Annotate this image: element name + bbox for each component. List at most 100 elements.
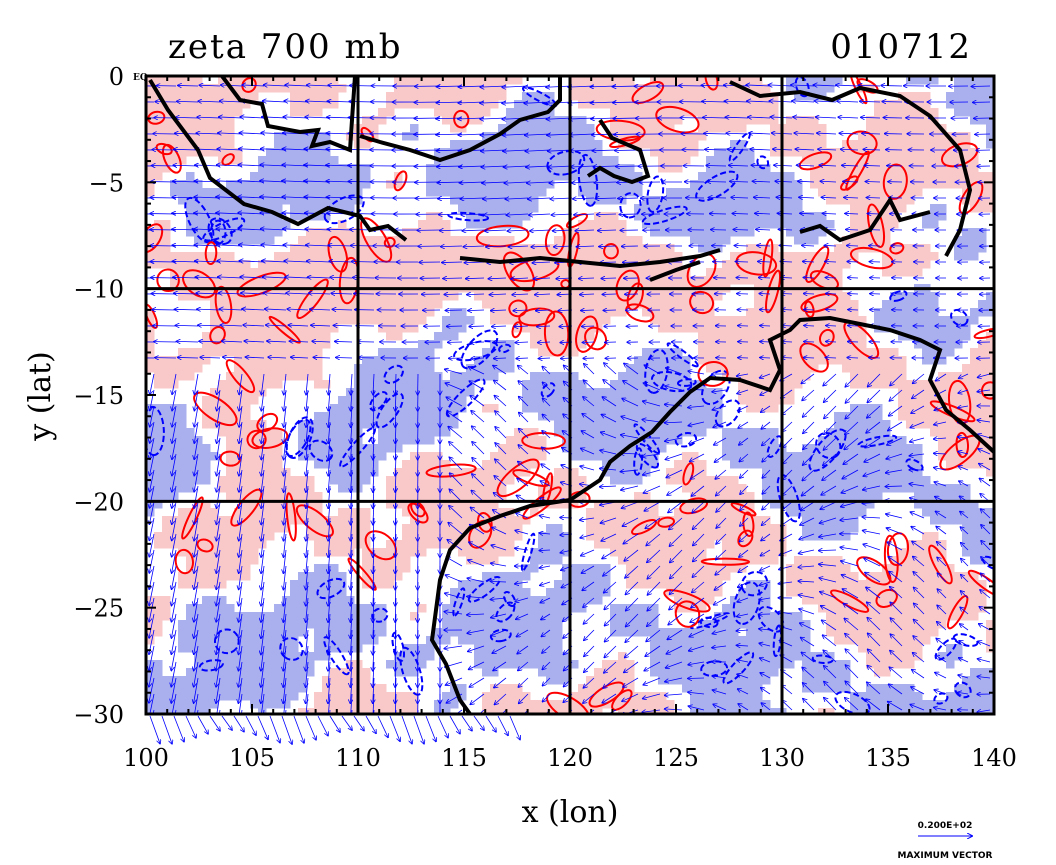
field-cell <box>378 108 387 117</box>
field-cell <box>810 348 819 357</box>
field-cell <box>810 500 819 509</box>
field-cell <box>314 316 323 325</box>
field-cell <box>874 156 883 165</box>
field-cell <box>426 348 435 357</box>
field-cell <box>514 572 523 581</box>
field-cell <box>154 372 163 381</box>
field-cell <box>162 228 171 237</box>
field-cell <box>962 372 971 381</box>
field-cell <box>594 420 603 429</box>
field-cell <box>738 172 747 181</box>
field-cell <box>394 356 403 365</box>
field-cell <box>458 260 467 269</box>
field-cell <box>170 100 179 109</box>
field-cell <box>554 132 563 141</box>
field-cell <box>586 292 595 301</box>
field-cell <box>226 572 235 581</box>
field-cell <box>682 572 691 581</box>
field-cell <box>210 548 219 557</box>
field-cell <box>234 556 243 565</box>
field-cell <box>330 292 339 301</box>
field-cell <box>986 76 994 85</box>
field-cell <box>602 100 611 109</box>
field-cell <box>242 412 251 421</box>
field-cell <box>314 252 323 261</box>
field-cell <box>802 556 811 565</box>
field-cell <box>170 132 179 141</box>
field-cell <box>922 564 931 573</box>
field-cell <box>754 252 763 261</box>
field-cell <box>522 468 531 477</box>
field-cell <box>330 444 339 453</box>
field-cell <box>306 188 315 197</box>
field-cell <box>170 372 179 381</box>
field-cell <box>586 268 595 277</box>
field-cell <box>482 404 491 413</box>
field-cell <box>698 524 707 533</box>
field-cell <box>674 548 683 557</box>
field-cell <box>834 532 843 541</box>
field-cell <box>642 420 651 429</box>
field-cell <box>394 84 403 93</box>
field-cell <box>386 236 395 245</box>
field-cell <box>410 308 419 317</box>
field-cell <box>594 220 603 229</box>
field-cell <box>562 300 571 309</box>
field-cell <box>482 356 491 365</box>
field-cell <box>154 156 163 165</box>
field-cell <box>938 484 947 493</box>
field-cell <box>154 596 163 605</box>
field-cell <box>394 420 403 429</box>
field-cell <box>810 532 819 541</box>
field-cell <box>682 532 691 541</box>
field-cell <box>906 260 915 269</box>
field-cell <box>930 548 939 557</box>
field-cell <box>706 516 715 525</box>
field-cell <box>930 516 939 525</box>
field-cell <box>266 428 275 437</box>
field-cell <box>754 188 763 197</box>
field-cell <box>562 116 571 125</box>
field-cell <box>306 452 315 461</box>
field-cell <box>466 156 475 165</box>
field-cell <box>970 500 979 509</box>
field-cell <box>490 604 499 613</box>
field-cell <box>698 500 707 509</box>
field-cell <box>298 476 307 485</box>
field-cell <box>586 196 595 205</box>
field-cell <box>586 308 595 317</box>
field-cell <box>714 196 723 205</box>
field-cell <box>210 580 219 589</box>
field-cell <box>706 356 715 365</box>
field-cell <box>754 428 763 437</box>
field-cell <box>554 172 563 181</box>
field-cell <box>498 204 507 213</box>
field-cell <box>242 396 251 405</box>
field-cell <box>770 140 779 149</box>
field-cell <box>890 252 899 261</box>
field-cell <box>698 212 707 221</box>
field-cell <box>914 132 923 141</box>
field-cell <box>482 180 491 189</box>
field-cell <box>938 588 947 597</box>
field-cell <box>378 348 387 357</box>
field-cell <box>914 308 923 317</box>
field-cell <box>618 108 627 117</box>
field-cell <box>714 340 723 349</box>
field-cell <box>506 580 515 589</box>
field-cell <box>586 444 595 453</box>
field-cell <box>802 332 811 341</box>
field-cell <box>826 476 835 485</box>
field-cell <box>154 468 163 477</box>
field-cell <box>610 460 619 469</box>
field-cell <box>690 596 699 605</box>
field-cell <box>546 276 555 285</box>
field-cell <box>746 188 755 197</box>
field-cell <box>514 108 523 117</box>
field-cell <box>922 596 931 605</box>
field-cell <box>802 228 811 237</box>
field-cell <box>162 516 171 525</box>
field-cell <box>658 316 667 325</box>
field-cell <box>170 140 179 149</box>
field-cell <box>290 156 299 165</box>
